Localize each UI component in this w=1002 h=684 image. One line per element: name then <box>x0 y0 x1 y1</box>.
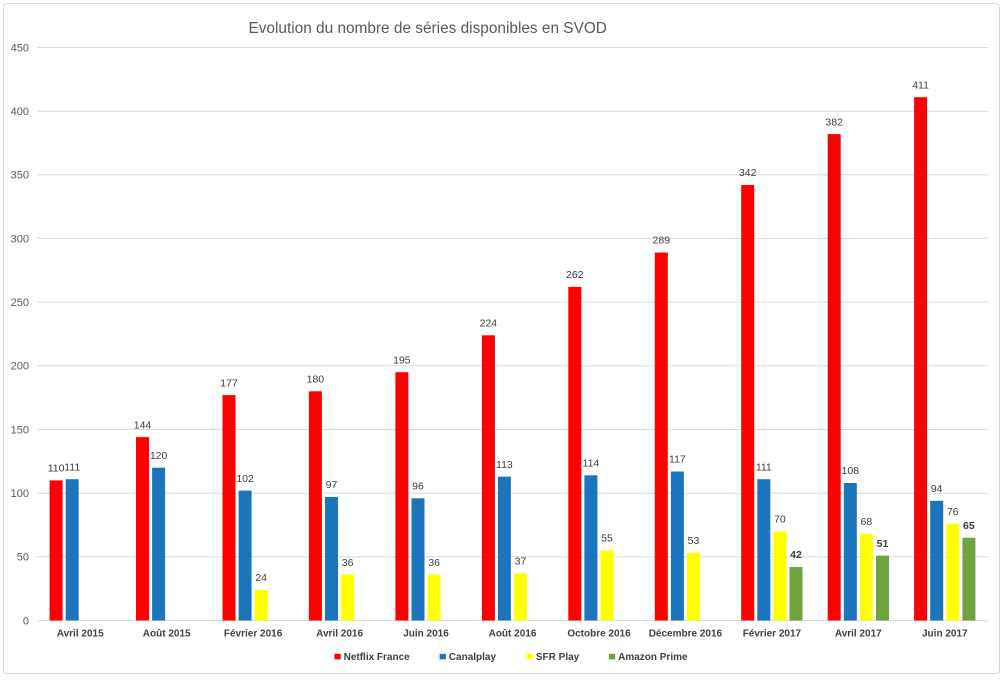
svg-text:111: 111 <box>756 461 772 473</box>
svg-text:76: 76 <box>947 506 959 518</box>
svg-text:342: 342 <box>739 167 757 179</box>
svg-text:102: 102 <box>236 473 254 485</box>
svg-text:96: 96 <box>412 481 424 493</box>
svg-text:Février 2017: Février 2017 <box>743 628 802 639</box>
svg-text:177: 177 <box>220 377 238 389</box>
svg-text:65: 65 <box>963 520 975 532</box>
svg-text:Février 2016: Février 2016 <box>224 628 283 639</box>
svg-text:37: 37 <box>515 556 527 568</box>
svg-text:300: 300 <box>11 233 29 245</box>
svg-text:120: 120 <box>150 450 168 462</box>
svg-text:Avril 2017: Avril 2017 <box>835 628 882 639</box>
svg-text:Avril 2016: Avril 2016 <box>316 628 363 639</box>
svg-text:382: 382 <box>825 116 843 128</box>
svg-text:114: 114 <box>583 458 600 470</box>
svg-text:SFR Play: SFR Play <box>536 652 580 663</box>
svg-text:Amazon Prime: Amazon Prime <box>618 652 688 663</box>
svg-text:450: 450 <box>11 42 29 54</box>
svg-text:70: 70 <box>774 514 786 526</box>
svg-text:50: 50 <box>17 552 29 564</box>
svg-text:113: 113 <box>496 459 513 471</box>
svg-text:36: 36 <box>342 557 354 569</box>
svg-text:68: 68 <box>861 516 873 528</box>
svg-text:180: 180 <box>307 374 325 386</box>
svg-text:Août 2015: Août 2015 <box>143 628 191 639</box>
svg-text:36: 36 <box>428 557 440 569</box>
svg-text:195: 195 <box>393 354 411 366</box>
svg-text:0: 0 <box>23 615 29 627</box>
svg-text:94: 94 <box>931 483 943 495</box>
svg-text:Netflix France: Netflix France <box>344 652 411 663</box>
svg-text:55: 55 <box>601 533 613 545</box>
svg-text:Avril 2015: Avril 2015 <box>57 628 104 639</box>
svg-text:117: 117 <box>669 454 686 466</box>
svg-text:400: 400 <box>11 106 29 118</box>
svg-text:224: 224 <box>480 318 498 330</box>
svg-text:24: 24 <box>255 572 267 584</box>
svg-text:Août 2016: Août 2016 <box>489 628 537 639</box>
svg-text:144: 144 <box>134 419 152 431</box>
svg-text:110: 110 <box>48 463 65 475</box>
svg-text:150: 150 <box>11 424 29 436</box>
svg-text:Décembre 2016: Décembre 2016 <box>649 628 723 639</box>
svg-text:100: 100 <box>11 488 29 500</box>
svg-text:53: 53 <box>688 535 700 547</box>
svg-text:111: 111 <box>64 461 80 473</box>
svg-text:289: 289 <box>653 235 671 247</box>
svg-text:Evolution du nombre de séries: Evolution du nombre de séries disponible… <box>248 20 606 37</box>
svg-text:200: 200 <box>11 361 29 373</box>
svg-text:Juin 2016: Juin 2016 <box>403 628 449 639</box>
svg-text:262: 262 <box>566 269 584 281</box>
svg-text:51: 51 <box>877 538 889 550</box>
svg-text:108: 108 <box>842 465 860 477</box>
svg-text:97: 97 <box>326 479 338 491</box>
svg-text:Canalplay: Canalplay <box>449 652 497 663</box>
svg-text:42: 42 <box>790 549 802 561</box>
svg-text:Octobre 2016: Octobre 2016 <box>567 628 631 639</box>
svg-text:250: 250 <box>11 297 29 309</box>
svg-text:411: 411 <box>912 79 929 91</box>
svg-text:350: 350 <box>11 170 29 182</box>
svg-text:Juin 2017: Juin 2017 <box>922 628 968 639</box>
